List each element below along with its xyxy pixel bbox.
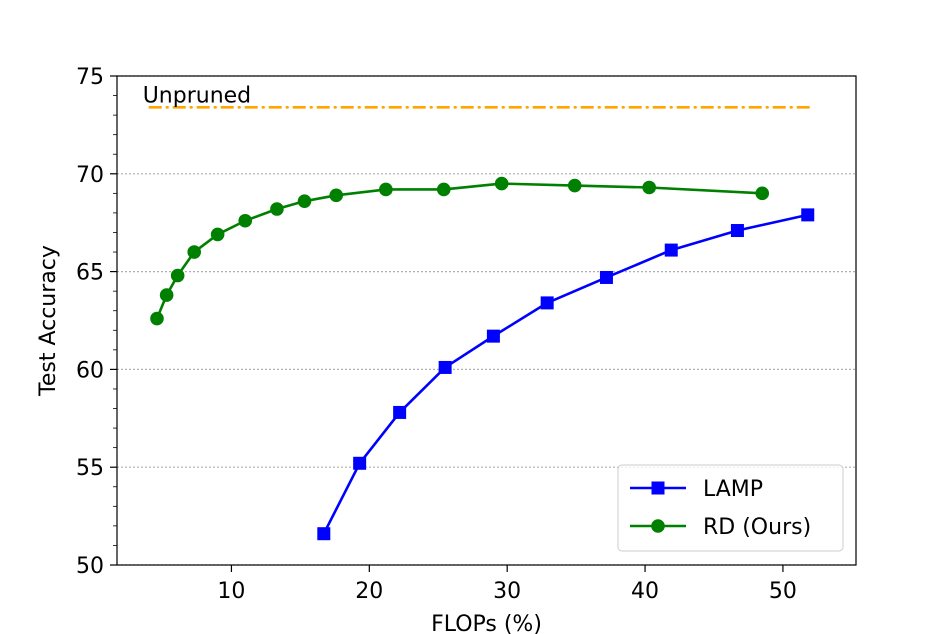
x-tick-label: 10 <box>217 579 245 604</box>
unpruned-label: Unpruned <box>143 83 251 108</box>
y-tick-label: 75 <box>76 65 104 90</box>
data-point-rd-ours <box>642 180 656 195</box>
x-tick-label: 30 <box>493 579 521 604</box>
data-point-lamp <box>801 208 815 222</box>
data-point-lamp <box>317 527 331 541</box>
data-point-rd-ours <box>238 213 253 228</box>
legend-label-lamp: LAMP <box>703 477 763 502</box>
x-tick-label: 20 <box>355 579 383 604</box>
data-point-lamp <box>438 360 452 374</box>
data-point-lamp <box>599 270 613 284</box>
data-point-rd-ours <box>567 178 582 193</box>
y-axis-label: Test Accuracy <box>36 245 61 397</box>
data-point-rd-ours <box>170 268 185 283</box>
series-line-lamp <box>322 213 809 535</box>
legend-items: LAMP RD (Ours) <box>630 477 811 540</box>
data-point-lamp <box>353 456 367 470</box>
x-axis-label: FLOPs (%) <box>431 612 542 634</box>
data-point-rd-ours <box>494 176 509 191</box>
series-group <box>150 176 815 541</box>
y-tick-label: 65 <box>76 261 104 286</box>
x-tick-label: 50 <box>769 579 797 604</box>
legend-marker-rd-ours <box>651 519 665 533</box>
legend-box <box>617 464 844 552</box>
data-point-rd-ours <box>297 194 312 208</box>
y-tick-label: 55 <box>76 456 104 481</box>
data-point-rd-ours <box>436 182 451 197</box>
y-tick-label: 70 <box>76 163 104 188</box>
axis-ticks: 50 55 60 65 70 75 10 20 30 40 50 <box>76 65 797 604</box>
data-point-rd-ours <box>210 227 225 242</box>
data-point-rd-ours <box>187 245 202 259</box>
y-tick-label: 50 <box>76 554 104 579</box>
y-tick-label: 60 <box>76 358 104 383</box>
legend-marker-lamp <box>651 481 665 495</box>
data-point-rd-ours <box>329 188 344 203</box>
data-point-rd-ours <box>150 311 164 326</box>
data-point-lamp <box>540 296 554 310</box>
plot-area-frame <box>116 75 857 566</box>
data-point-rd-ours <box>379 182 393 197</box>
legend-label-rd-ours: RD (Ours) <box>703 515 811 540</box>
data-point-rd-ours <box>270 202 284 216</box>
data-point-lamp <box>393 405 407 419</box>
data-point-lamp <box>486 329 500 343</box>
data-point-lamp <box>730 224 744 238</box>
data-point-rd-ours <box>159 288 174 302</box>
data-point-rd-ours <box>755 186 770 201</box>
reference-line-group: Unpruned <box>143 83 811 109</box>
x-tick-label: 40 <box>631 579 659 604</box>
legend: LAMP RD (Ours) <box>617 464 844 552</box>
data-point-lamp <box>664 243 678 257</box>
